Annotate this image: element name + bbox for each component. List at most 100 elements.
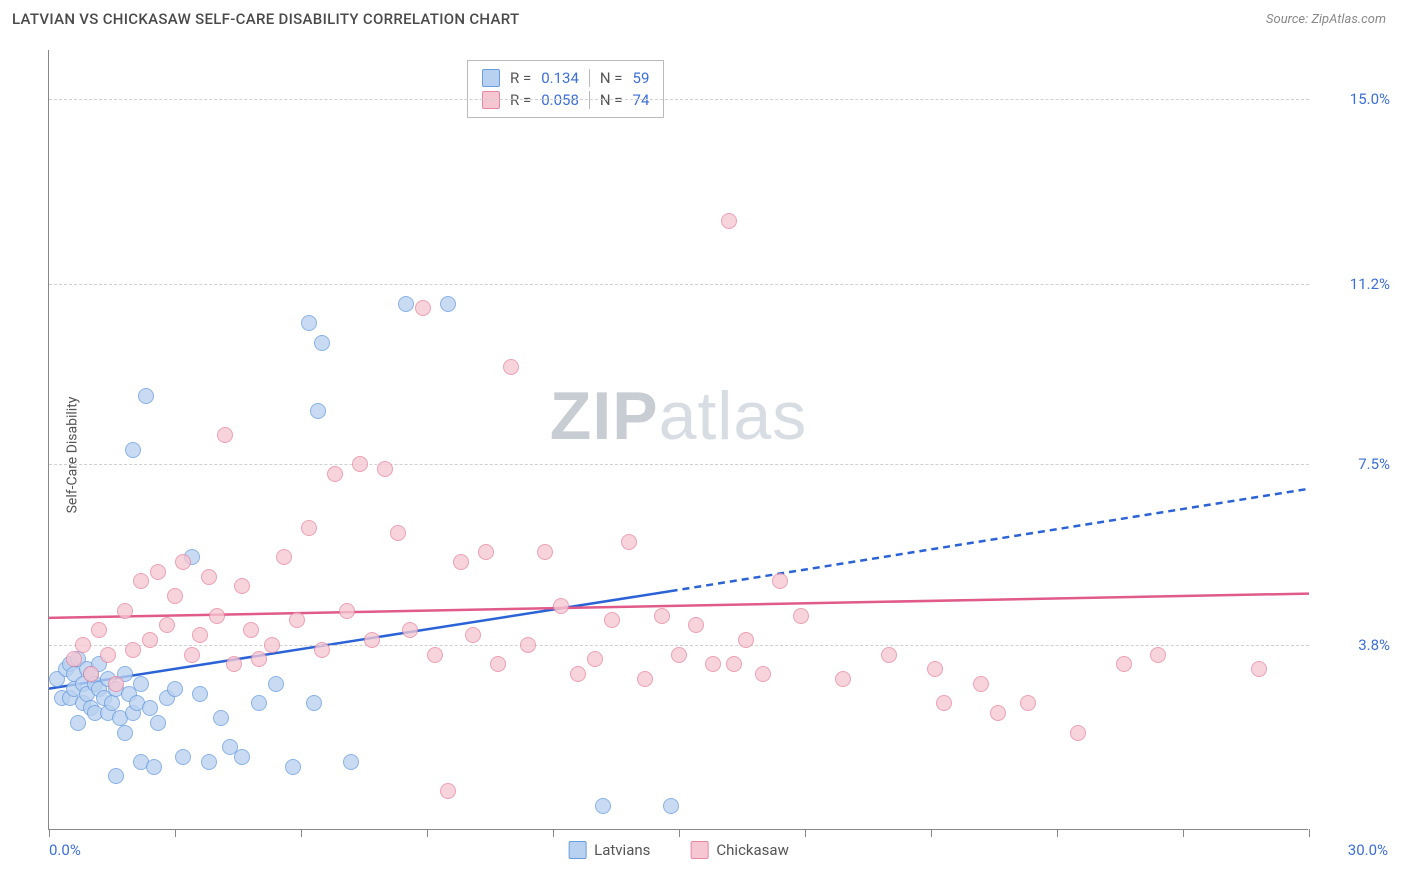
gridline: [49, 464, 1309, 465]
scatter-point: [440, 296, 456, 312]
scatter-point: [327, 466, 343, 482]
scatter-point: [138, 388, 154, 404]
scatter-point: [671, 647, 687, 663]
x-tick: [49, 829, 50, 837]
x-tick: [679, 829, 680, 837]
scatter-point: [133, 573, 149, 589]
scatter-point: [175, 749, 191, 765]
scatter-point: [243, 622, 259, 638]
scatter-point: [705, 656, 721, 672]
legend-item-chickasaw: Chickasaw: [690, 841, 788, 859]
scatter-point: [936, 695, 952, 711]
scatter-point: [100, 647, 116, 663]
scatter-point: [793, 608, 809, 624]
scatter-point: [91, 622, 107, 638]
x-tick: [1057, 829, 1058, 837]
scatter-point: [637, 671, 653, 687]
scatter-point: [159, 617, 175, 633]
scatter-point: [301, 315, 317, 331]
x-tick: [1183, 829, 1184, 837]
y-tick-label: 7.5%: [1320, 455, 1390, 473]
x-axis-max-label: 30.0%: [1318, 841, 1388, 859]
scatter-point: [654, 608, 670, 624]
scatter-point: [125, 442, 141, 458]
scatter-point: [390, 525, 406, 541]
scatter-point: [402, 622, 418, 638]
scatter-point: [201, 569, 217, 585]
scatter-point: [377, 461, 393, 477]
scatter-point: [537, 544, 553, 560]
trend-line: [671, 489, 1309, 591]
scatter-point: [192, 686, 208, 702]
scatter-point: [621, 534, 637, 550]
scatter-point: [264, 637, 280, 653]
scatter-point: [201, 754, 217, 770]
scatter-point: [427, 647, 443, 663]
scatter-point: [117, 603, 133, 619]
scatter-point: [595, 798, 611, 814]
legend-swatch-latvians: [568, 841, 586, 859]
scatter-point: [570, 666, 586, 682]
scatter-point: [301, 520, 317, 536]
scatter-point: [352, 456, 368, 472]
series-legend: Latvians Chickasaw: [568, 841, 789, 859]
scatter-point: [251, 651, 267, 667]
y-tick-label: 3.8%: [1320, 636, 1390, 654]
scatter-point: [192, 627, 208, 643]
y-tick-label: 15.0%: [1320, 90, 1390, 108]
legend-label-chickasaw: Chickasaw: [716, 841, 788, 859]
scatter-point: [973, 676, 989, 692]
scatter-point: [125, 642, 141, 658]
legend-swatch-chickasaw: [690, 841, 708, 859]
scatter-point: [553, 598, 569, 614]
swatch-chickasaw: [482, 91, 500, 109]
scatter-point: [503, 359, 519, 375]
scatter-point: [1150, 647, 1166, 663]
scatter-point: [66, 651, 82, 667]
scatter-point: [772, 573, 788, 589]
x-tick: [1309, 829, 1310, 837]
scatter-point: [150, 564, 166, 580]
scatter-point: [755, 666, 771, 682]
scatter-point: [146, 759, 162, 775]
scatter-point: [70, 715, 86, 731]
scatter-point: [217, 427, 233, 443]
scatter-point: [835, 671, 851, 687]
watermark: ZIPatlas: [550, 377, 807, 455]
scatter-point: [721, 213, 737, 229]
gridline: [49, 99, 1309, 100]
scatter-point: [738, 632, 754, 648]
scatter-point: [167, 681, 183, 697]
scatter-point: [285, 759, 301, 775]
scatter-plot-area: ZIPatlas R = 0.134 N = 59 R = 0.058 N = …: [48, 50, 1308, 830]
scatter-point: [314, 335, 330, 351]
scatter-point: [490, 656, 506, 672]
scatter-point: [104, 695, 120, 711]
scatter-point: [83, 666, 99, 682]
scatter-point: [587, 651, 603, 667]
x-tick: [301, 829, 302, 837]
scatter-point: [478, 544, 494, 560]
scatter-point: [108, 676, 124, 692]
source-attribution: Source: ZipAtlas.com: [1266, 12, 1386, 27]
scatter-point: [314, 642, 330, 658]
scatter-point: [520, 637, 536, 653]
scatter-point: [276, 549, 292, 565]
scatter-point: [310, 403, 326, 419]
scatter-point: [440, 783, 456, 799]
scatter-point: [465, 627, 481, 643]
scatter-point: [251, 695, 267, 711]
scatter-point: [726, 656, 742, 672]
scatter-point: [167, 588, 183, 604]
scatter-point: [150, 715, 166, 731]
scatter-point: [133, 676, 149, 692]
legend-label-latvians: Latvians: [594, 841, 650, 859]
scatter-point: [663, 798, 679, 814]
scatter-point: [990, 705, 1006, 721]
chart-title: LATVIAN VS CHICKASAW SELF-CARE DISABILIT…: [12, 10, 519, 28]
scatter-point: [688, 617, 704, 633]
scatter-point: [339, 603, 355, 619]
x-axis-min-label: 0.0%: [49, 841, 81, 859]
scatter-point: [881, 647, 897, 663]
gridline: [49, 284, 1309, 285]
